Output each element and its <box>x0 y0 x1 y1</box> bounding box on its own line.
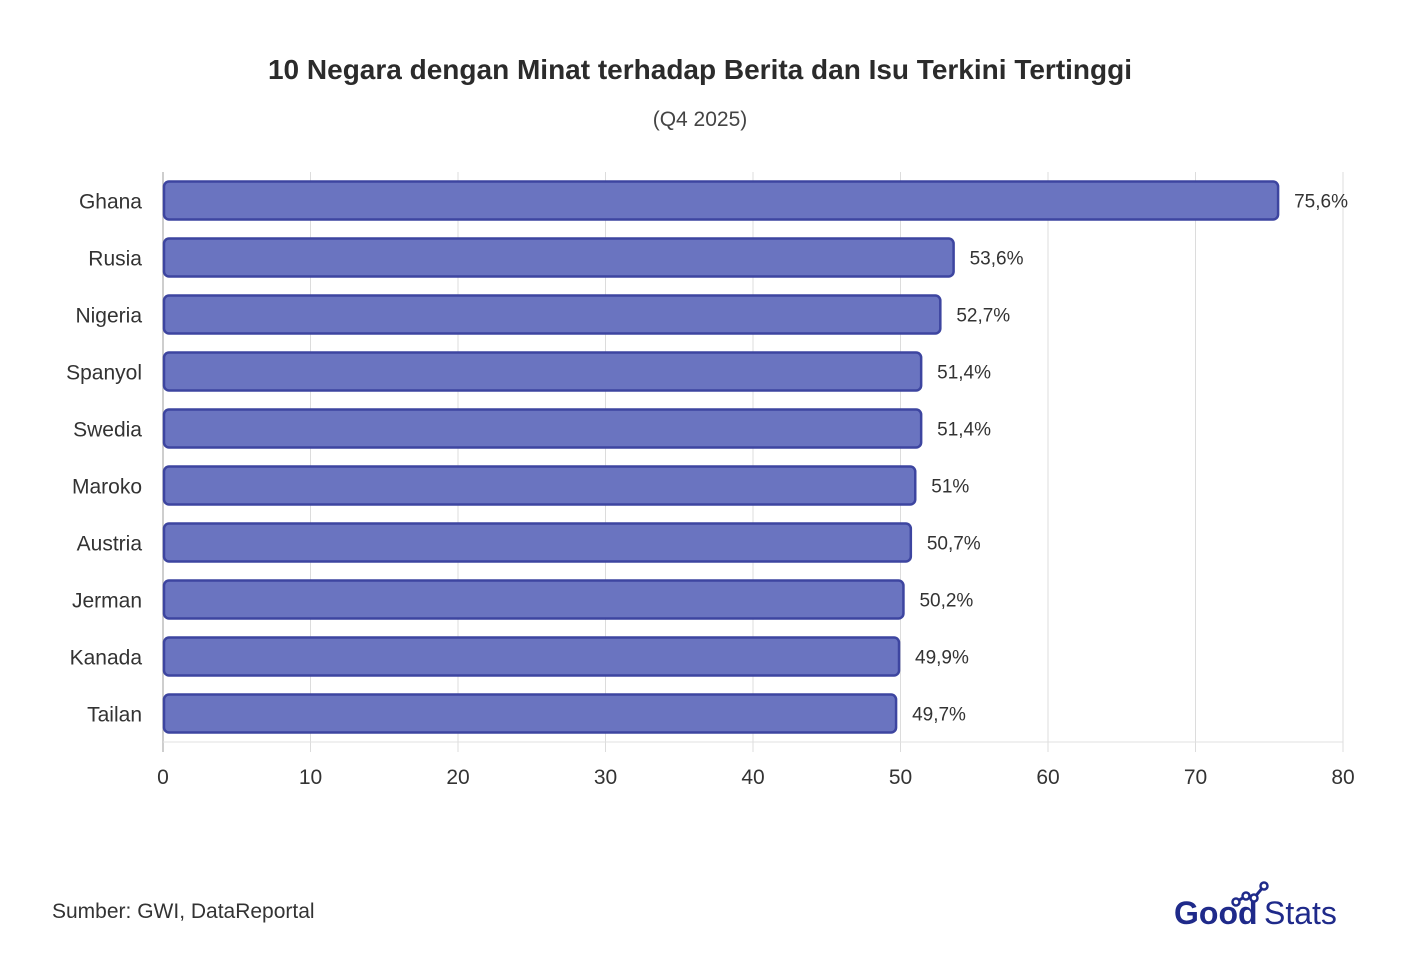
bar <box>162 294 942 335</box>
chart-title: 10 Negara dengan Minat terhadap Berita d… <box>267 54 1133 85</box>
x-tick-label: 80 <box>1331 766 1354 789</box>
data-label: 51,4% <box>937 420 991 441</box>
bar <box>162 237 955 278</box>
data-label: 49,7% <box>912 705 966 726</box>
bars <box>162 180 1280 734</box>
category-label: Tailan <box>87 704 142 727</box>
bar <box>162 522 913 563</box>
bar <box>162 351 923 392</box>
data-label: 52,7% <box>956 306 1010 327</box>
bar <box>162 579 905 620</box>
data-label: 49,9% <box>915 648 969 669</box>
category-label: Ghana <box>79 191 142 214</box>
x-tick-label: 0 <box>157 766 169 789</box>
bar <box>162 693 898 734</box>
data-label: 75,6% <box>1294 192 1348 213</box>
category-label: Swedia <box>73 419 142 442</box>
category-label: Rusia <box>88 248 142 271</box>
logo-text-good: Good <box>1174 895 1258 931</box>
bar <box>162 180 1280 221</box>
category-label: Spanyol <box>66 362 142 385</box>
logo-trend-dot <box>1259 881 1269 891</box>
data-label: 51% <box>931 477 969 498</box>
data-label: 50,2% <box>919 591 973 612</box>
goodstats-logo: Good Stats <box>1174 881 1337 931</box>
x-tick-label: 50 <box>889 766 912 789</box>
category-label: Jerman <box>72 590 142 613</box>
data-label: 50,7% <box>927 534 981 555</box>
x-tick-label: 10 <box>299 766 322 789</box>
logo-trend-dot <box>1241 891 1251 901</box>
x-tick-label: 20 <box>446 766 469 789</box>
chart-subtitle: (Q4 2025) <box>652 108 748 131</box>
category-label: Nigeria <box>75 305 142 328</box>
bar <box>162 636 901 677</box>
category-label: Kanada <box>70 647 143 670</box>
x-tick-label: 40 <box>741 766 764 789</box>
bar-chart: 0 10 20 30 40 50 60 70 80 Ghana 75,6% Rusia 53,6% Nig… <box>66 172 1355 790</box>
x-tick-label: 60 <box>1036 766 1059 789</box>
source-note: Sumber: GWI, DataReportal <box>52 900 315 923</box>
x-tick-label: 70 <box>1184 766 1207 789</box>
logo-trend-dot <box>1249 893 1259 903</box>
data-label: 51,4% <box>937 363 991 384</box>
category-label: Maroko <box>72 476 142 499</box>
bar <box>162 408 923 449</box>
data-label: 53,6% <box>970 249 1024 270</box>
bar <box>162 465 917 506</box>
logo-trend-dot <box>1231 897 1241 907</box>
category-label: Austria <box>77 533 143 556</box>
labels: 0 10 20 30 40 50 60 70 80 Ghana 75,6% Rusia 53,6% Nig… <box>66 191 1355 790</box>
x-tick-label: 30 <box>594 766 617 789</box>
logo-text-stats: Stats <box>1264 895 1337 931</box>
